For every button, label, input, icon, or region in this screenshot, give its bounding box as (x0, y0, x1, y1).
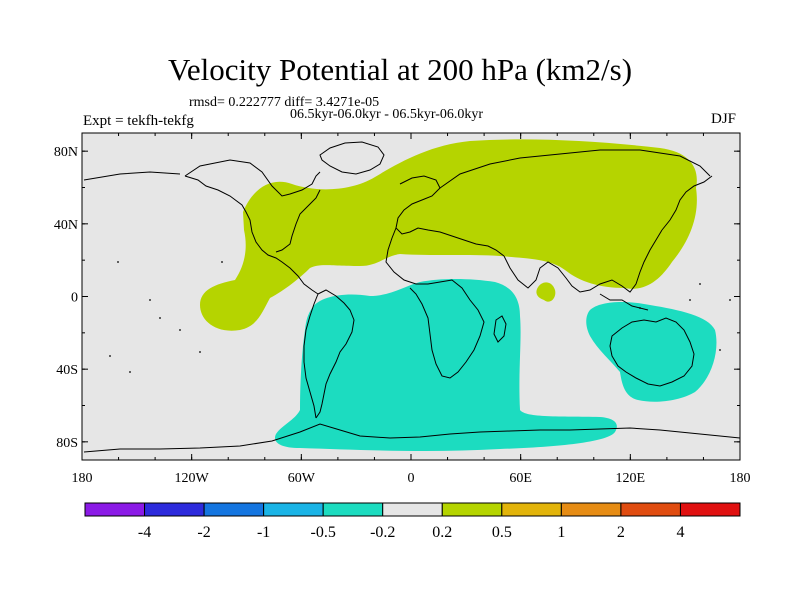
lat-tick-label: 80S (56, 436, 78, 451)
colorbar-swatch (679, 502, 741, 517)
island-dot (159, 317, 161, 319)
colorbar-swatch (263, 502, 324, 517)
colorbar-swatch (144, 502, 205, 517)
colorbar-label: 0.5 (492, 524, 512, 541)
negative-anomaly-region (275, 279, 617, 451)
colorbar-swatch (501, 502, 562, 517)
lat-tick-label: 40N (54, 218, 78, 233)
period-label: 06.5kyr-06.0kyr - 06.5kyr-06.0kyr (290, 107, 484, 122)
lon-tick-label: 120W (175, 471, 210, 486)
island-dot (129, 371, 131, 373)
colorbar-label: 4 (676, 524, 684, 541)
coastlines (83, 141, 740, 453)
island-dot (117, 261, 119, 263)
island-dot (109, 355, 111, 357)
pacific-islands (109, 261, 731, 373)
colorbar-label: 2 (617, 524, 625, 541)
lon-tick-label: 60W (288, 471, 316, 486)
lat-tick-label: 40S (56, 363, 78, 378)
colorbar-swatch (322, 502, 384, 517)
colorbar-swatch (620, 502, 681, 517)
island-dot (199, 351, 201, 353)
lon-tick-label: 180 (730, 471, 751, 486)
lon-tick-label: 180 (72, 471, 93, 486)
colorbar-swatch (84, 502, 146, 517)
island-dot (729, 299, 731, 301)
colorbar-swatch (382, 502, 443, 517)
season-label: DJF (711, 111, 737, 127)
colorbar-swatch (560, 502, 622, 517)
stats-line: rmsd= 0.222777 diff= 3.4271e-05 (189, 95, 380, 110)
colorbar-swatch (441, 502, 503, 517)
lon-tick-label: 60E (509, 471, 532, 486)
colorbar: -4 -2 -1 -0.5 -0.2 0.2 0.5 1 2 4 (84, 502, 741, 541)
axis-ticks: 180 120W 60W 0 60E 120E 180 80N 40N 0 40S 80S (54, 133, 751, 486)
colorbar-label: 1 (557, 524, 565, 541)
lon-tick-label: 0 (408, 471, 415, 486)
experiment-label: Expt = tekfh-tekfg (83, 113, 194, 129)
lat-tick-label: 80N (54, 145, 78, 160)
negative-anomaly-region-australia (586, 302, 717, 402)
colorbar-label: 0.2 (432, 524, 452, 541)
colorbar-label: -0.5 (311, 524, 336, 541)
island-dot (221, 261, 223, 263)
lon-tick-label: 120E (616, 471, 646, 486)
island-dot (699, 283, 701, 285)
colorbar-label: -0.2 (370, 524, 395, 541)
colorbar-label: -1 (257, 524, 270, 541)
island-dot (639, 307, 641, 309)
lat-tick-label: 0 (71, 291, 78, 306)
island-dot (149, 299, 151, 301)
island-dot (179, 329, 181, 331)
positive-anomaly-spot (536, 282, 556, 302)
colorbar-swatch (203, 502, 265, 517)
island-dot (719, 349, 721, 351)
colorbar-label: -2 (197, 524, 210, 541)
colorbar-label: -4 (138, 524, 151, 541)
chart-title: Velocity Potential at 200 hPa (km2/s) (167, 52, 633, 87)
island-dot (689, 299, 691, 301)
